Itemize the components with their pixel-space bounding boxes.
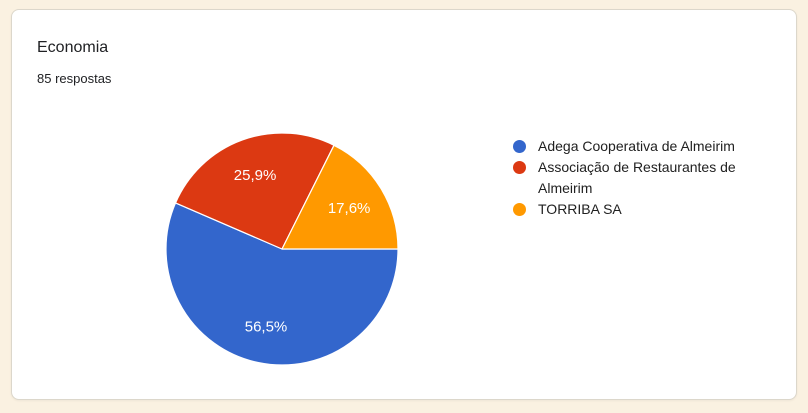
pie-slice-label-2: 25,9%	[234, 167, 277, 184]
legend-dot-icon	[513, 203, 526, 216]
pie-slice-label-3: 17,6%	[328, 200, 371, 217]
legend-item-label: Adega Cooperativa de Almeirim	[538, 138, 735, 154]
pie-chart: 56,5% 25,9% 17,6%	[165, 132, 399, 366]
legend-item-2: Associação de Restaurantes de Almeirim	[513, 157, 753, 199]
results-card: Economia 85 respostas 56,5% 25,9% 17,6% Ad…	[11, 9, 797, 400]
legend-item-1: Adega Cooperativa de Almeirim	[513, 136, 753, 157]
responses-count: 85 respostas	[37, 71, 112, 86]
legend-item-3: TORRIBA SA	[513, 199, 753, 220]
legend-item-label: Associação de Restaurantes de Almeirim	[538, 159, 736, 196]
legend-dot-icon	[513, 161, 526, 174]
pie-slice-3[interactable]	[281, 144, 399, 250]
question-title: Economia	[37, 39, 109, 56]
legend-dot-icon	[513, 140, 526, 153]
pie-slice-label-1: 56,5%	[245, 318, 288, 335]
chart-legend: Adega Cooperativa de Almeirim Associação …	[513, 136, 753, 220]
pie-slice-1[interactable]	[165, 202, 399, 366]
legend-item-label: TORRIBA SA	[538, 201, 622, 217]
pie-slice-2[interactable]	[174, 132, 335, 250]
